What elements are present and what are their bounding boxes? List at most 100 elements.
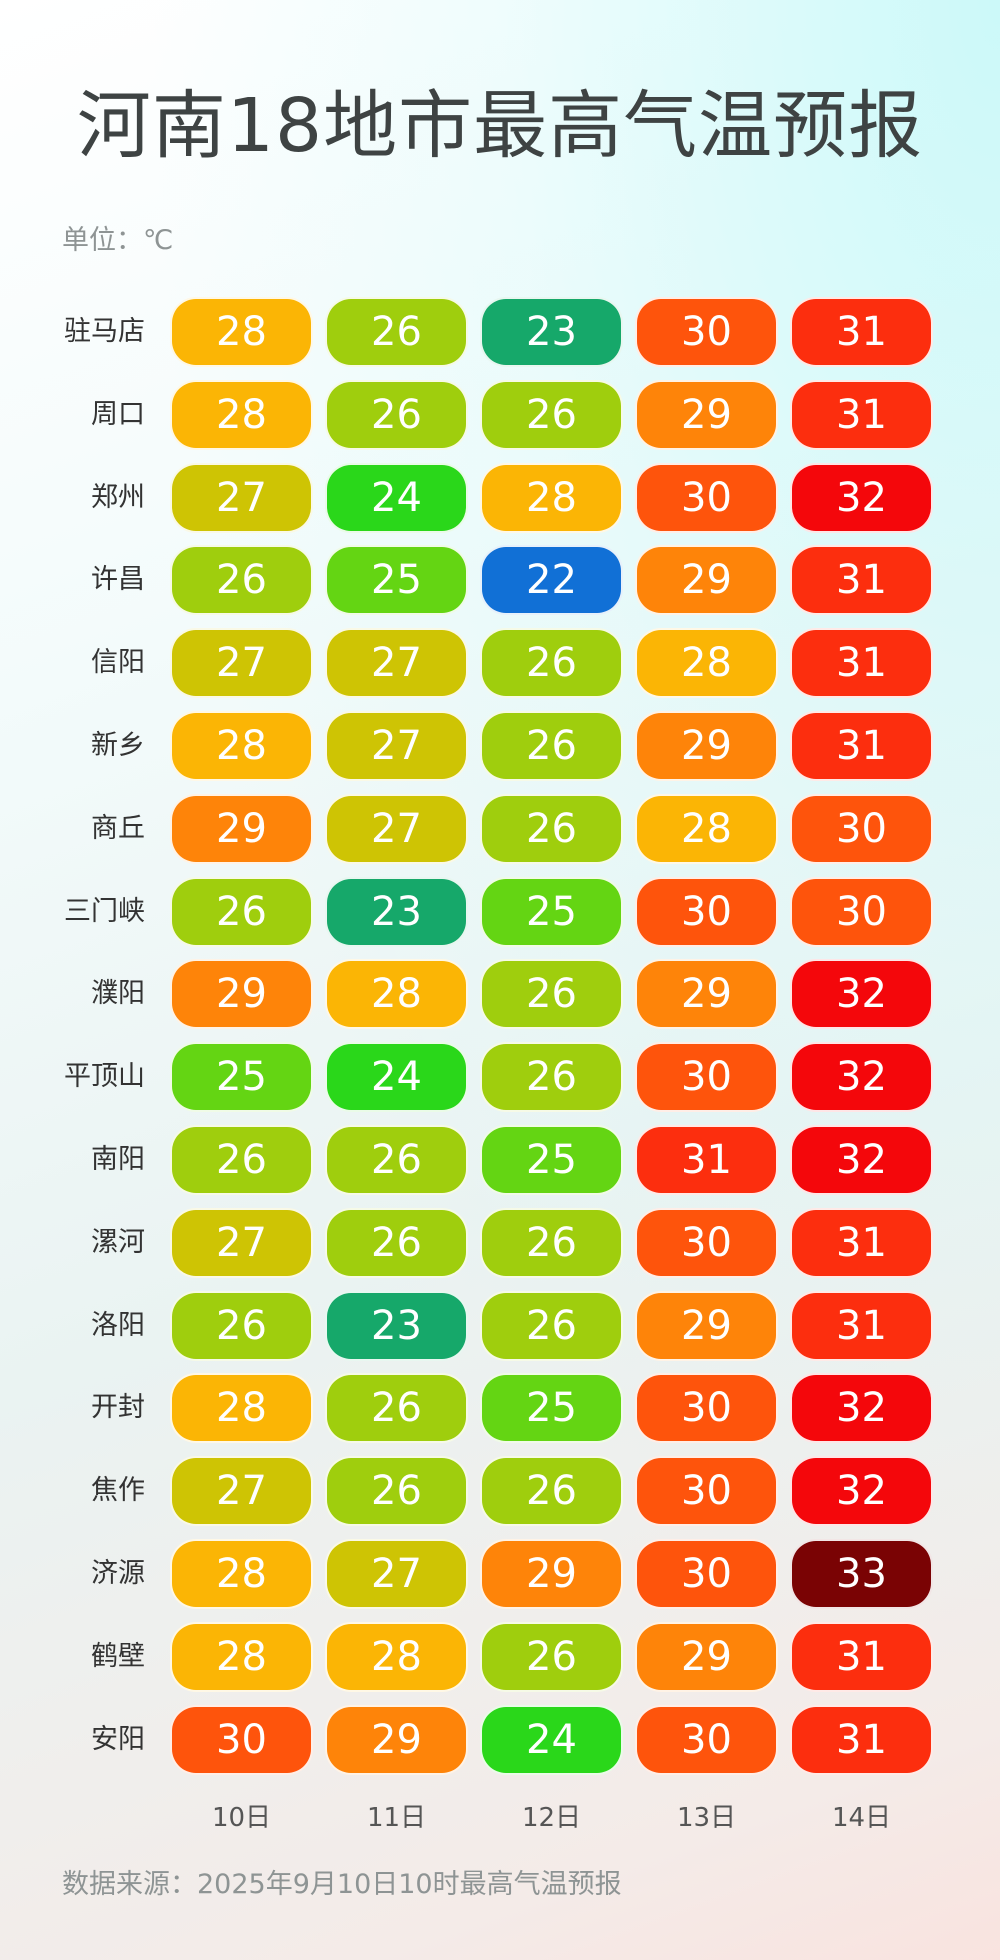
temperature-cell: 26 bbox=[480, 1207, 623, 1278]
day-label: 10日 bbox=[211, 1803, 272, 1833]
day-label: 14日 bbox=[831, 1803, 892, 1833]
temperature-cell: 30 bbox=[635, 1207, 778, 1278]
temperature-cell: 29 bbox=[325, 1704, 468, 1775]
temperature-cell: 27 bbox=[170, 1456, 313, 1527]
city-label: 濮阳 bbox=[91, 978, 145, 1010]
city-label: 许昌 bbox=[91, 564, 145, 596]
temperature-cell: 28 bbox=[635, 793, 778, 864]
temperature-cell: 31 bbox=[635, 1125, 778, 1195]
temperature-cell: 24 bbox=[325, 462, 468, 533]
page-title: 河南18地市最高气温预报 bbox=[76, 83, 924, 169]
day-label: 13日 bbox=[676, 1803, 737, 1833]
temperature-cell: 26 bbox=[480, 379, 623, 450]
city-label: 安阳 bbox=[91, 1723, 145, 1755]
temperature-cell: 27 bbox=[170, 628, 313, 699]
temperature-cell: 30 bbox=[635, 876, 778, 947]
temperature-cell: 28 bbox=[170, 379, 313, 450]
temperature-cell: 28 bbox=[635, 628, 778, 699]
temperature-cell: 29 bbox=[635, 1290, 778, 1361]
temperature-cell: 29 bbox=[480, 1539, 623, 1609]
temperature-cell: 31 bbox=[790, 1290, 933, 1361]
city-label: 平顶山 bbox=[64, 1061, 145, 1093]
temperature-cell: 25 bbox=[325, 545, 468, 616]
temperature-cell: 30 bbox=[635, 1704, 778, 1775]
temperature-cell: 26 bbox=[325, 1125, 468, 1195]
city-label: 新乡 bbox=[91, 730, 145, 761]
temperature-cell: 26 bbox=[480, 959, 623, 1030]
temperature-cell: 22 bbox=[480, 545, 623, 616]
city-label: 焦作 bbox=[91, 1475, 145, 1507]
city-label: 郑州 bbox=[91, 481, 145, 513]
city-label: 信阳 bbox=[91, 647, 145, 679]
temperature-cell: 28 bbox=[170, 1539, 313, 1609]
temperature-cell: 30 bbox=[635, 1373, 778, 1444]
temperature-cell: 31 bbox=[790, 711, 933, 781]
temperature-cell: 27 bbox=[170, 1207, 313, 1278]
temperature-cell: 26 bbox=[170, 1125, 313, 1195]
temperature-cell: 33 bbox=[790, 1539, 933, 1609]
temperature-cell: 30 bbox=[790, 876, 933, 947]
temperature-cell: 24 bbox=[325, 1042, 468, 1113]
temperature-cell: 29 bbox=[635, 1621, 778, 1692]
temperature-cell: 29 bbox=[635, 711, 778, 781]
temperature-cell: 28 bbox=[170, 1373, 313, 1444]
temperature-cell: 28 bbox=[480, 462, 623, 533]
temperature-cell: 31 bbox=[790, 297, 933, 367]
day-label: 12日 bbox=[521, 1803, 582, 1833]
temperature-cell: 30 bbox=[170, 1704, 313, 1775]
temperature-cell: 30 bbox=[790, 793, 933, 864]
temperature-cell: 23 bbox=[480, 297, 623, 367]
temperature-cell: 26 bbox=[325, 379, 468, 450]
temperature-cell: 26 bbox=[170, 1290, 313, 1361]
temperature-cell: 25 bbox=[480, 1125, 623, 1195]
temperature-cell: 29 bbox=[635, 959, 778, 1030]
temperature-cell: 30 bbox=[635, 1456, 778, 1527]
temperature-cell: 25 bbox=[480, 1373, 623, 1444]
temperature-cell: 32 bbox=[790, 462, 933, 533]
temperature-cell: 26 bbox=[480, 1042, 623, 1113]
temperature-cell: 25 bbox=[170, 1042, 313, 1113]
city-label: 周口 bbox=[91, 398, 145, 430]
temperature-cell: 30 bbox=[635, 297, 778, 367]
day-label: 11日 bbox=[366, 1803, 427, 1833]
temperature-cell: 27 bbox=[325, 628, 468, 699]
city-label: 商丘 bbox=[91, 812, 145, 844]
temperature-cell: 30 bbox=[635, 1042, 778, 1113]
temperature-cell: 31 bbox=[790, 628, 933, 699]
temperature-cell: 30 bbox=[635, 462, 778, 533]
temperature-cell: 26 bbox=[325, 1373, 468, 1444]
temperature-cell: 29 bbox=[635, 545, 778, 616]
temperature-cell: 26 bbox=[325, 1456, 468, 1527]
temperature-cell: 23 bbox=[325, 1290, 468, 1361]
temperature-cell: 31 bbox=[790, 1621, 933, 1692]
temperature-cell: 28 bbox=[170, 1621, 313, 1692]
temperature-cell: 32 bbox=[790, 1125, 933, 1195]
temperature-cell: 26 bbox=[170, 876, 313, 947]
temperature-cell: 31 bbox=[790, 1207, 933, 1278]
temperature-cell: 29 bbox=[170, 793, 313, 864]
temperature-cell: 26 bbox=[480, 1621, 623, 1692]
temperature-cell: 28 bbox=[325, 1621, 468, 1692]
temperature-cell: 32 bbox=[790, 1456, 933, 1527]
temperature-cell: 32 bbox=[790, 1373, 933, 1444]
temperature-cell: 29 bbox=[170, 959, 313, 1030]
temperature-cell: 27 bbox=[325, 793, 468, 864]
temperature-cell: 32 bbox=[790, 959, 933, 1030]
temperature-cell: 25 bbox=[480, 876, 623, 947]
temperature-cell: 27 bbox=[170, 462, 313, 533]
temperature-cell: 26 bbox=[480, 711, 623, 781]
temperature-cell: 28 bbox=[325, 959, 468, 1030]
temperature-cell: 26 bbox=[480, 1290, 623, 1361]
temperature-cell: 29 bbox=[635, 379, 778, 450]
temperature-cell: 31 bbox=[790, 379, 933, 450]
city-label: 漯河 bbox=[91, 1226, 145, 1258]
data-source-note: 数据来源：2025年9月10日10时最高气温预报 bbox=[62, 1869, 622, 1900]
temperature-cell: 27 bbox=[325, 711, 468, 781]
temperature-cell: 32 bbox=[790, 1042, 933, 1113]
temperature-cell: 28 bbox=[170, 711, 313, 781]
temperature-cell: 27 bbox=[325, 1539, 468, 1609]
city-label: 济源 bbox=[91, 1558, 145, 1589]
city-label: 南阳 bbox=[91, 1144, 145, 1175]
city-label: 鹤壁 bbox=[91, 1640, 145, 1672]
